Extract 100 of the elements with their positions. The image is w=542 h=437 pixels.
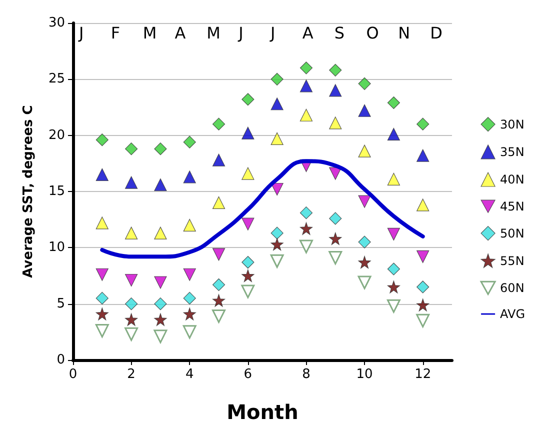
point [416,118,430,130]
point [212,294,226,307]
point [212,196,226,210]
point [212,278,226,292]
annotation: A [302,24,314,42]
annotation: J [78,24,84,42]
point [96,268,108,281]
annotation: O [366,24,379,42]
point [154,276,167,289]
point [416,250,430,263]
point [212,118,226,130]
point [416,198,430,212]
annotation: A [174,24,186,42]
point [242,167,254,180]
point [154,226,167,240]
point [95,324,109,338]
point [358,104,371,117]
point [96,216,108,230]
legend-label: 30N [500,117,524,132]
point [125,226,138,240]
point [358,77,371,90]
annotation: M [206,24,220,42]
point [300,62,313,74]
point [358,144,371,158]
point [183,292,196,305]
point [183,268,196,281]
point [270,226,284,240]
point [358,236,371,248]
point [416,149,430,162]
point [358,276,372,290]
point [300,80,313,92]
point [416,314,430,328]
point [329,64,342,76]
point [300,206,313,220]
annotation: M [142,24,157,42]
annotation: D [430,24,442,42]
y-tick-label: 30 [48,16,65,30]
point [154,313,167,326]
point [212,309,226,323]
point [183,170,196,184]
legend-label: 40N [500,172,524,186]
x-tick-label: 4 [185,367,194,382]
point [125,274,138,287]
point [96,168,108,181]
point [96,134,108,146]
x-tick-label: 12 [414,367,432,382]
point [386,299,400,313]
y-tick-label: 10 [48,240,65,256]
point [183,218,196,232]
point [125,142,138,156]
point [241,284,255,298]
point [270,182,284,196]
point [154,178,167,192]
point [125,298,138,310]
point [329,212,342,225]
point [154,330,168,344]
point [299,240,313,254]
y-tick-label: 25 [48,72,65,87]
x-tick-label: 6 [244,367,252,382]
annotation: J [270,24,276,42]
annotation: N [398,24,410,42]
point [96,308,108,320]
point [270,98,284,110]
y-tick-label: 15 [48,184,65,199]
y-tick-label: 0 [56,352,65,368]
point [329,232,342,245]
point [242,269,254,282]
point [387,262,400,276]
point [300,222,313,235]
y-axis-title: Average SST, degrees C [21,105,36,278]
point [154,298,167,310]
point [154,142,167,156]
point [300,108,313,122]
point [242,256,254,269]
point [416,280,430,294]
annotation: S [334,24,344,42]
point [387,280,400,294]
line-series [100,159,425,259]
legend-label: 60N [500,280,524,295]
point [183,136,196,148]
y-tick-label: 20 [48,128,65,143]
point [328,251,342,265]
point [242,93,254,106]
point [329,116,342,130]
point [212,248,226,261]
annotation: J [238,24,244,42]
point [124,327,138,341]
point [212,154,226,166]
point [387,96,400,110]
x-tick-label: 8 [302,367,310,382]
point [387,228,400,240]
point [358,195,371,208]
x-tick-label: 2 [127,367,136,382]
point [125,313,138,326]
point [96,292,108,305]
point [270,72,284,86]
point [125,176,138,189]
point [242,218,254,230]
point [182,325,196,339]
point [329,84,342,97]
